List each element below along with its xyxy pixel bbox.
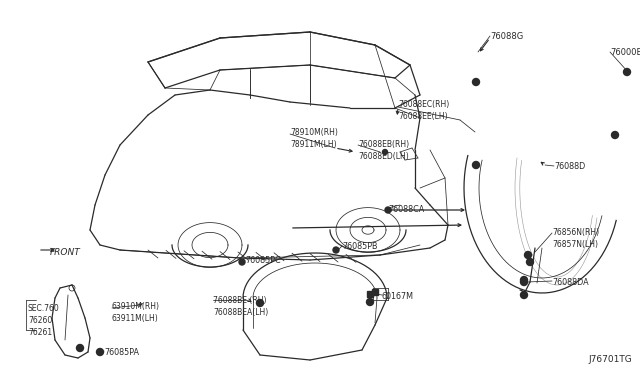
Text: 76261: 76261 [28,328,52,337]
Text: 76088BE (RH): 76088BE (RH) [213,296,266,305]
Circle shape [77,344,83,352]
Text: J76701TG: J76701TG [588,355,632,364]
Circle shape [527,259,534,266]
Text: 76088EC(RH): 76088EC(RH) [398,100,449,109]
Text: 76088EB(RH): 76088EB(RH) [358,140,409,149]
Text: 76260: 76260 [28,316,52,325]
Circle shape [367,298,374,305]
Text: FRONT: FRONT [50,248,81,257]
Circle shape [333,247,339,253]
Text: 76088ED(LH): 76088ED(LH) [358,152,409,161]
Text: 60167M: 60167M [382,292,414,301]
Circle shape [472,161,479,169]
Circle shape [239,259,245,265]
Text: 63910M(RH): 63910M(RH) [112,302,160,311]
Circle shape [520,279,527,285]
Text: 76088G: 76088G [490,32,524,41]
Circle shape [520,292,527,298]
Text: 76856N(RH): 76856N(RH) [552,228,599,237]
Circle shape [472,78,479,86]
Circle shape [383,150,387,154]
Circle shape [385,207,391,213]
Circle shape [611,131,618,138]
Bar [372,289,378,295]
Circle shape [525,251,531,259]
Text: 76088CA: 76088CA [388,205,424,214]
Text: 78911M(LH): 78911M(LH) [290,140,337,149]
Text: 76000B: 76000B [610,48,640,57]
Text: 76085PB: 76085PB [342,242,378,251]
Text: 76088D: 76088D [554,162,585,171]
Circle shape [520,276,527,283]
Text: 76857N(LH): 76857N(LH) [552,240,598,249]
Text: 76088DA: 76088DA [552,278,589,287]
Text: 76085PA: 76085PA [104,348,139,357]
Text: 76088EE(LH): 76088EE(LH) [398,112,447,121]
Text: SEC.760: SEC.760 [28,304,60,313]
Text: 76088BEA(LH): 76088BEA(LH) [213,308,268,317]
Text: 78910M(RH): 78910M(RH) [290,128,338,137]
Circle shape [623,68,630,76]
Text: 63911M(LH): 63911M(LH) [112,314,159,323]
Circle shape [97,349,104,356]
Bar [367,291,373,297]
Circle shape [257,299,264,307]
Text: 76085PC: 76085PC [245,256,280,265]
